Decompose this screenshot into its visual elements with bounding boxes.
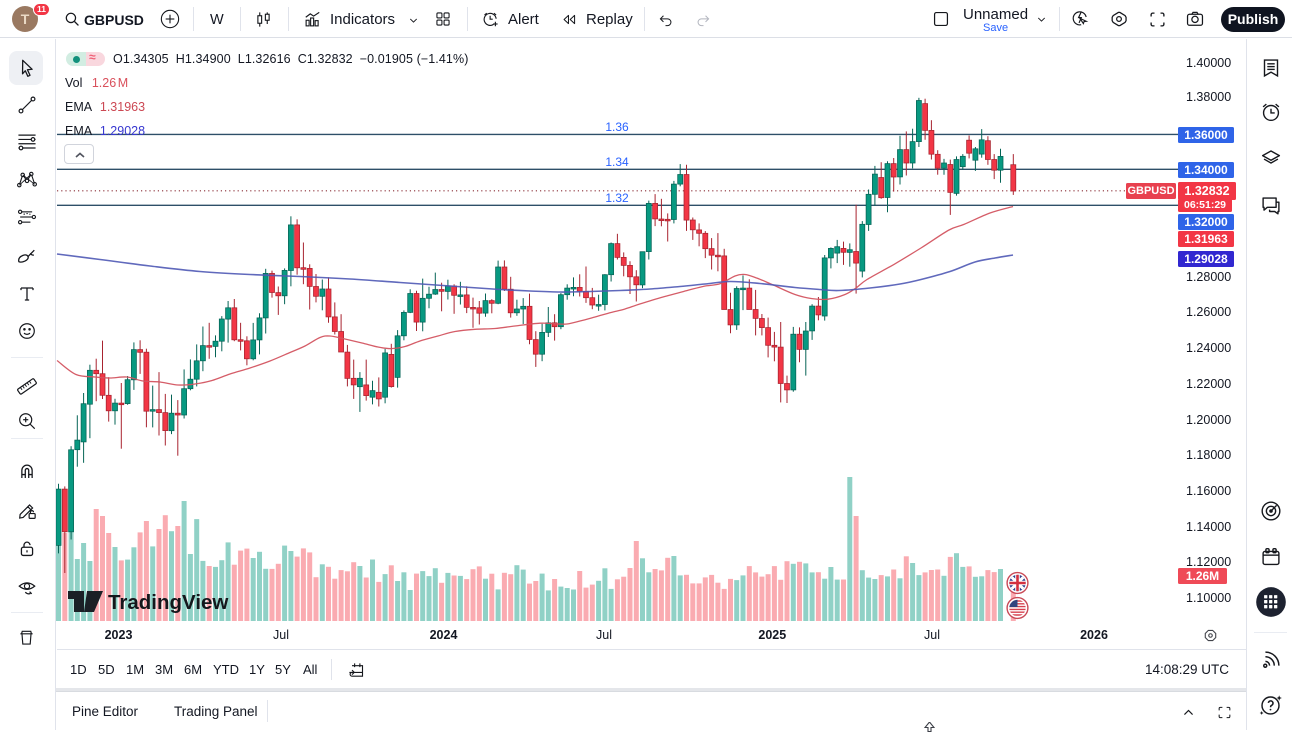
svg-text:1.32: 1.32 bbox=[605, 191, 629, 205]
svg-text:1.34: 1.34 bbox=[605, 155, 629, 169]
svg-text:1.36: 1.36 bbox=[605, 120, 629, 134]
svg-text:TradingView: TradingView bbox=[108, 591, 228, 614]
